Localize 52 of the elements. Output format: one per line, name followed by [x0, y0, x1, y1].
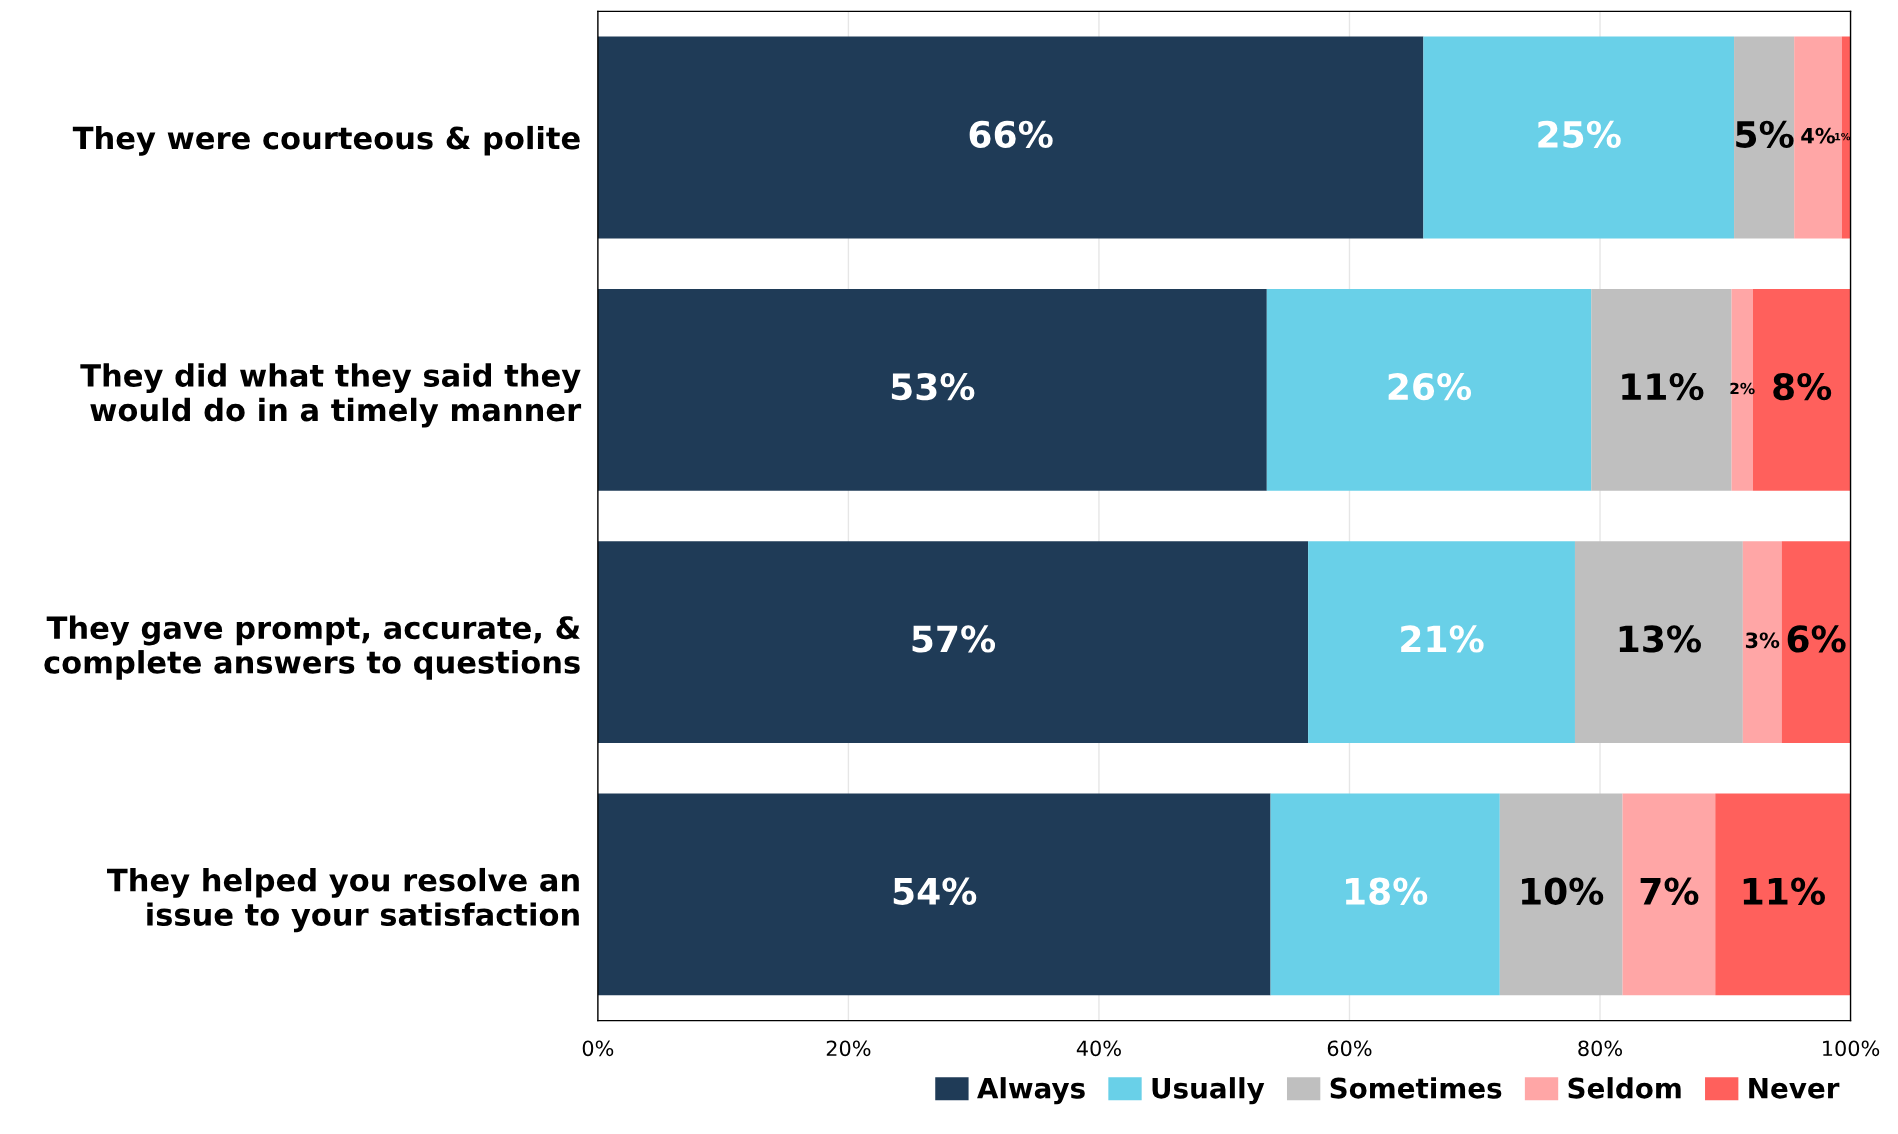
data-label: 54% [893, 877, 977, 905]
x-tick-label: 20% [826, 1040, 871, 1057]
data-label: 10% [1522, 877, 1604, 905]
data-label: 21% [1401, 625, 1484, 653]
data-label: 4% [1801, 127, 1835, 144]
bar [1270, 793, 1500, 996]
y-tick-label: They were courteous & polite [72, 125, 580, 156]
data-label: 3% [1745, 632, 1780, 649]
y-tick-label: They gave prompt, accurate, & complete answers to questions [44, 615, 580, 680]
legend-label: Never [1749, 1077, 1840, 1099]
data-label: 26% [1388, 372, 1472, 401]
bar [1742, 541, 1782, 744]
y-tick-label: They helped you resolve an issue to your satisfaction [107, 867, 579, 933]
legend-label: Always [977, 1077, 1085, 1105]
x-tick-label: 100% [1823, 1040, 1880, 1057]
bar [1715, 793, 1851, 996]
bar [1423, 36, 1735, 239]
legend-label: Seldom [1568, 1077, 1681, 1099]
bar [597, 541, 1309, 744]
data-label: 5% [1736, 120, 1794, 148]
data-label: 6% [1787, 625, 1846, 653]
data-label: 53% [891, 372, 975, 401]
data-label: 11% [1743, 877, 1825, 905]
data-label: 8% [1773, 372, 1832, 401]
data-label: 25% [1538, 120, 1621, 148]
bar [1574, 541, 1743, 744]
bar [1622, 793, 1716, 996]
x-tick-label: 40% [1076, 1040, 1121, 1057]
data-label: 11% [1622, 372, 1704, 401]
x-tick-label: 60% [1327, 1040, 1372, 1057]
bar [1499, 793, 1623, 996]
data-label: 13% [1619, 625, 1701, 653]
data-label: 66% [969, 120, 1053, 148]
data-label: 1% [1835, 132, 1851, 141]
bar [1734, 36, 1795, 239]
legend-label: Usually [1152, 1077, 1265, 1105]
bar [597, 793, 1271, 996]
bar [1266, 288, 1592, 491]
bar [1591, 288, 1732, 491]
x-tick-label: 80% [1578, 1040, 1623, 1057]
bar [1781, 541, 1851, 744]
data-label: 57% [912, 625, 996, 653]
data-label: 18% [1346, 877, 1428, 905]
bar [1731, 288, 1753, 491]
y-tick-label: They did what they said they would do in a timely manner [80, 363, 582, 428]
legend-label: Sometimes [1330, 1077, 1502, 1099]
x-tick-label: 0% [582, 1040, 614, 1057]
bar [597, 288, 1267, 491]
bar [1308, 541, 1575, 744]
data-label: 7% [1640, 877, 1699, 905]
bar [597, 36, 1424, 239]
data-label: 2% [1730, 382, 1755, 395]
